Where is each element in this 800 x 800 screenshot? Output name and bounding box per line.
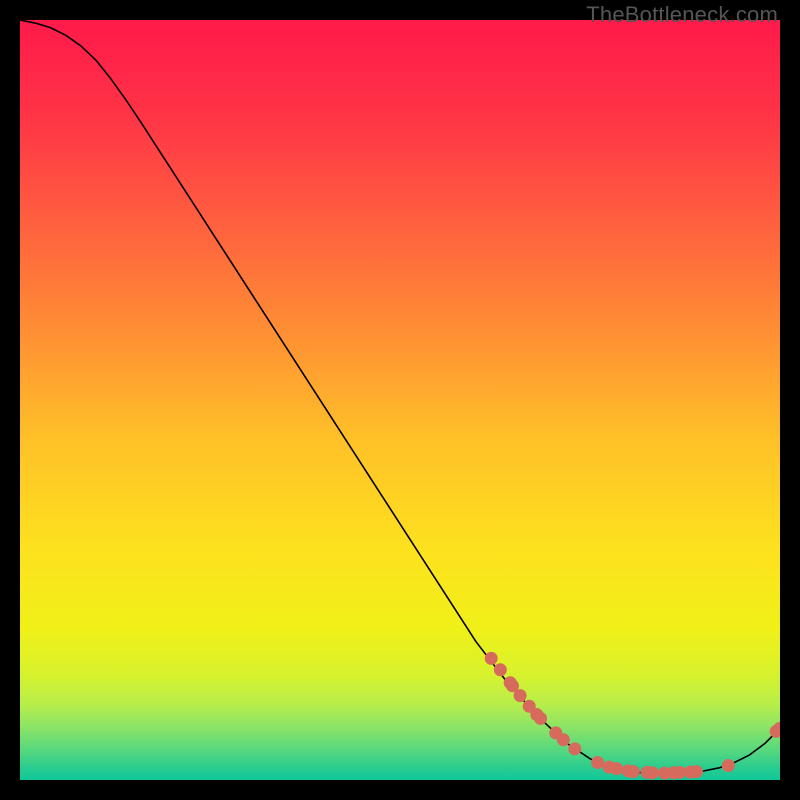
gradient-background [20, 20, 780, 780]
data-marker [646, 766, 659, 779]
data-marker [568, 742, 581, 755]
data-marker [722, 759, 735, 772]
data-marker [534, 712, 547, 725]
bottleneck-chart [20, 20, 780, 780]
data-marker [591, 756, 604, 769]
chart-frame: { "watermark": { "text": "TheBottleneck.… [0, 0, 800, 800]
data-marker [557, 733, 570, 746]
data-marker [485, 652, 498, 665]
data-marker [610, 762, 623, 775]
data-marker [494, 663, 507, 676]
data-marker [627, 765, 640, 778]
watermark-text: TheBottleneck.com [586, 2, 778, 28]
data-marker [690, 765, 703, 778]
data-marker [514, 689, 527, 702]
